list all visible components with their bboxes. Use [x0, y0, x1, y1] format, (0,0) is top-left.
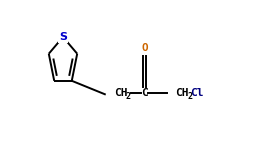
Text: Cl: Cl [190, 88, 204, 98]
Text: CH: CH [176, 88, 189, 98]
Text: O: O [141, 43, 148, 53]
Text: 2: 2 [125, 92, 130, 101]
Text: 2: 2 [187, 92, 192, 101]
Text: CH: CH [114, 88, 127, 98]
Text: S: S [59, 32, 67, 42]
Text: C: C [141, 88, 148, 98]
